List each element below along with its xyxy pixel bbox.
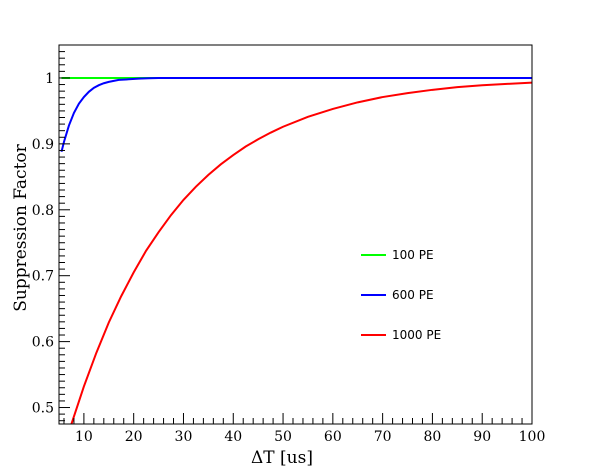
x-tick-label: 100	[519, 429, 546, 445]
y-tick-label: 0.7	[32, 269, 54, 285]
plot-area: 10 20 30 40 50 60 70 80 90 100 0.5 0.6 0.7 0.8 0.9 1	[32, 44, 546, 445]
y-tick-label: 0.6	[32, 335, 54, 351]
x-tick-label: 20	[125, 429, 143, 445]
legend-label-100-pe: 100 PE	[392, 248, 434, 262]
x-tick-label: 60	[324, 429, 342, 445]
x-tick-label: 10	[75, 429, 93, 445]
legend-label-600-pe: 600 PE	[392, 288, 434, 302]
plot-frame	[58, 44, 533, 425]
x-axis-title: ΔT [us]	[251, 448, 313, 468]
y-axis-title: Suppression Factor	[11, 143, 31, 311]
x-tick-label: 40	[224, 429, 242, 445]
x-tick-label: 70	[374, 429, 392, 445]
x-tick-label: 80	[424, 429, 442, 445]
series-line-1000-pe	[70, 81, 532, 424]
y-tick-label: 0.9	[32, 137, 54, 153]
y-tick-label: 0.8	[32, 203, 54, 219]
x-tick-label: 50	[274, 429, 292, 445]
x-tick-label: 30	[175, 429, 193, 445]
y-tick-label: 1	[45, 71, 54, 87]
x-tick-label: 90	[473, 429, 491, 445]
series-group	[60, 76, 532, 424]
y-tick-label: 0.5	[32, 401, 54, 417]
legend-label-1000-pe: 1000 PE	[392, 328, 441, 342]
series-line-600-pe	[60, 76, 532, 153]
legend: 100 PE 600 PE 1000 PE	[361, 248, 441, 342]
